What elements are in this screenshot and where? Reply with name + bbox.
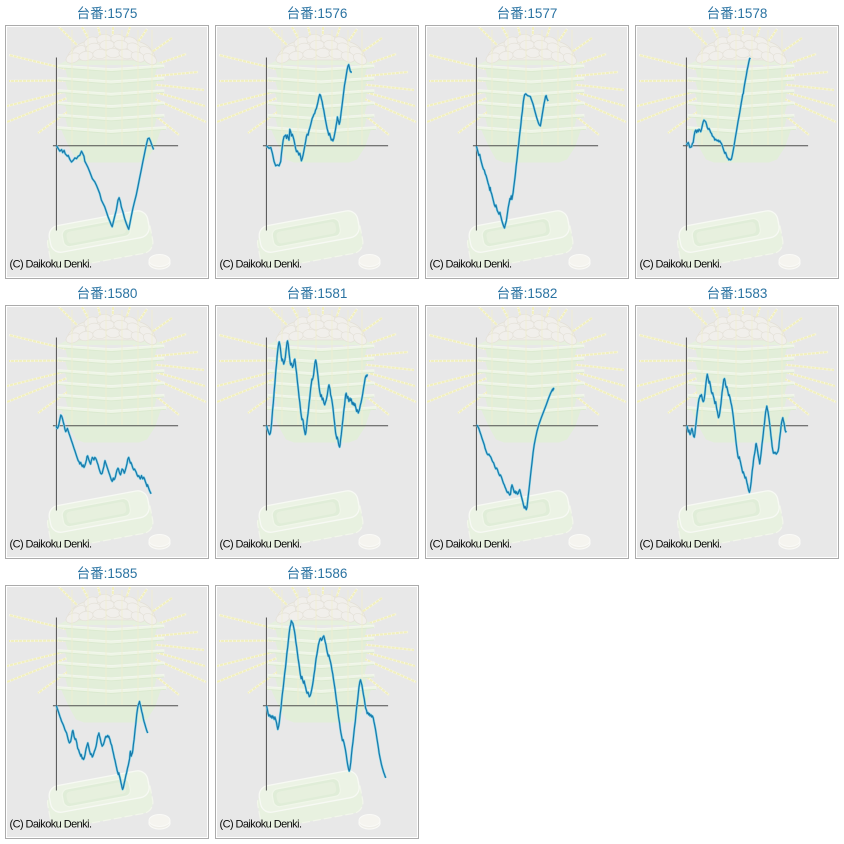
svg-text:(C) Daikoku Denki.: (C) Daikoku Denki. <box>220 538 303 550</box>
svg-text:(C) Daikoku Denki.: (C) Daikoku Denki. <box>430 538 513 550</box>
svg-text:(C) Daikoku Denki.: (C) Daikoku Denki. <box>430 258 513 270</box>
svg-text:(C) Daikoku Denki.: (C) Daikoku Denki. <box>10 818 93 830</box>
svg-text:(C) Daikoku Denki.: (C) Daikoku Denki. <box>220 258 303 270</box>
svg-text:(C) Daikoku Denki.: (C) Daikoku Denki. <box>10 538 93 550</box>
svg-text:(C) Daikoku Denki.: (C) Daikoku Denki. <box>10 258 93 270</box>
svg-text:(C) Daikoku Denki.: (C) Daikoku Denki. <box>220 818 303 830</box>
svg-text:(C) Daikoku Denki.: (C) Daikoku Denki. <box>640 538 723 550</box>
svg-text:(C) Daikoku Denki.: (C) Daikoku Denki. <box>640 258 723 270</box>
